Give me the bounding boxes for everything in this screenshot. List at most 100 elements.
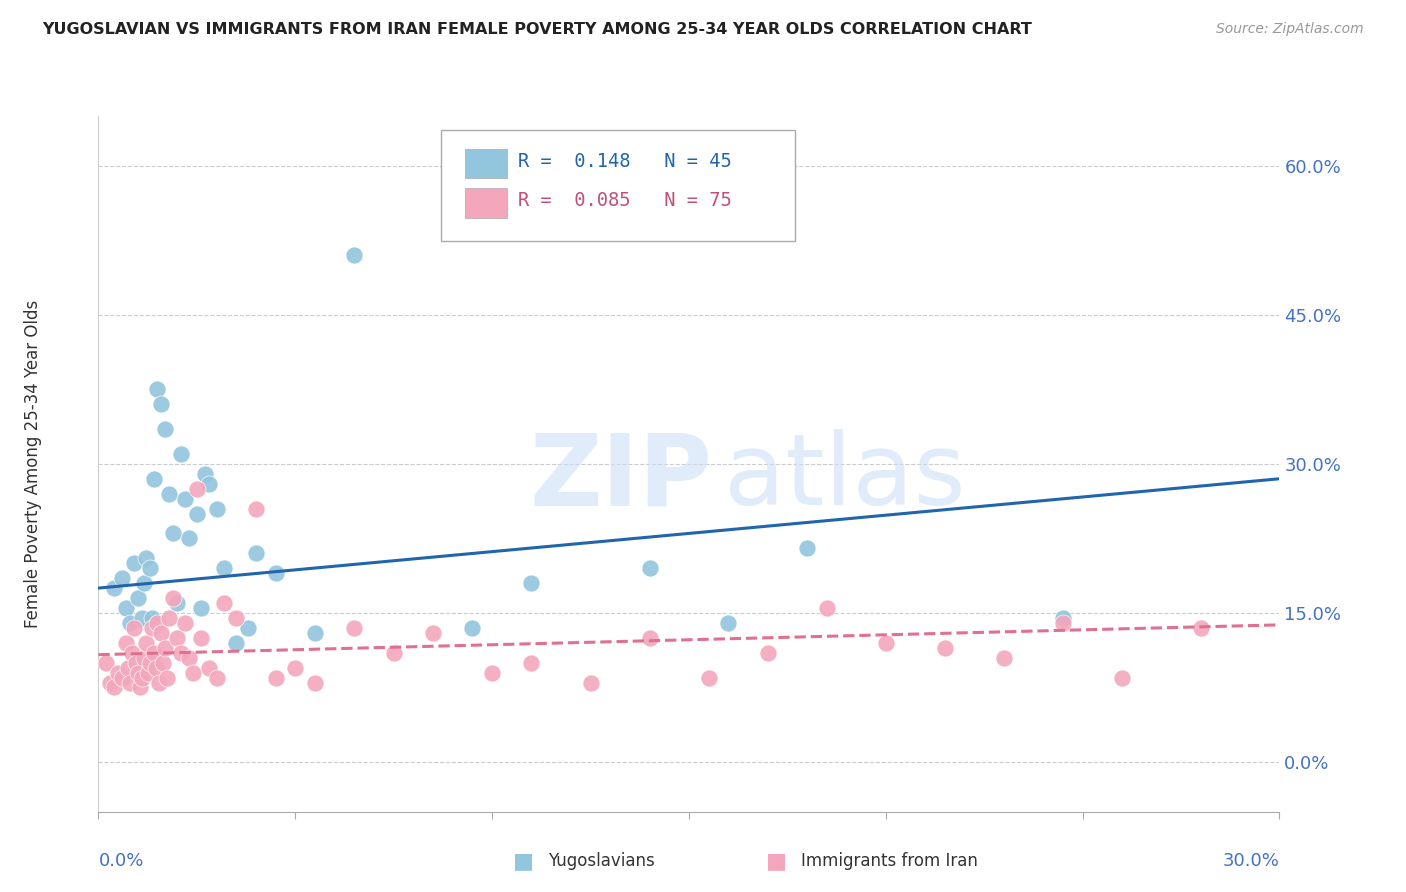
Point	[422, 625, 444, 640]
Point	[138, 561, 160, 575]
Point	[145, 660, 167, 674]
Point	[343, 248, 366, 262]
Point	[166, 596, 188, 610]
Point	[162, 526, 184, 541]
Point	[121, 646, 143, 660]
Point	[127, 665, 149, 680]
Point	[225, 611, 247, 625]
Point	[150, 397, 173, 411]
Point	[214, 561, 236, 575]
Point	[132, 576, 155, 591]
Point	[115, 636, 138, 650]
Point	[131, 671, 153, 685]
Point	[177, 532, 200, 546]
Point	[117, 660, 139, 674]
Text: Yugoslavians: Yugoslavians	[548, 852, 655, 870]
Point	[181, 665, 204, 680]
Point	[146, 615, 169, 630]
Point	[128, 681, 150, 695]
Point	[118, 615, 141, 630]
Point	[150, 625, 173, 640]
Point	[111, 671, 134, 685]
Point	[142, 472, 165, 486]
Point	[148, 675, 170, 690]
Point	[284, 660, 307, 674]
Text: 0.0%: 0.0%	[98, 852, 143, 870]
Point	[875, 636, 897, 650]
Point	[481, 665, 503, 680]
Text: Immigrants from Iran: Immigrants from Iran	[801, 852, 979, 870]
Text: 30.0%: 30.0%	[1223, 852, 1279, 870]
Text: ■: ■	[766, 851, 787, 871]
Point	[264, 566, 287, 581]
Point	[132, 650, 155, 665]
FancyBboxPatch shape	[441, 130, 796, 241]
Point	[194, 467, 217, 481]
Point	[98, 675, 121, 690]
Point	[520, 656, 543, 670]
Point	[304, 675, 326, 690]
Point	[141, 611, 163, 625]
Point	[186, 482, 208, 496]
Point	[1189, 621, 1212, 635]
Point	[225, 636, 247, 650]
Point	[815, 601, 838, 615]
Point	[343, 621, 366, 635]
Point	[156, 671, 179, 685]
Text: atlas: atlas	[724, 429, 966, 526]
Point	[107, 665, 129, 680]
Point	[122, 556, 145, 570]
Point	[103, 681, 125, 695]
Point	[205, 671, 228, 685]
Point	[461, 621, 484, 635]
Point	[127, 591, 149, 605]
Point	[190, 601, 212, 615]
Point	[135, 636, 157, 650]
Point	[214, 596, 236, 610]
Point	[122, 621, 145, 635]
Text: ■: ■	[513, 851, 534, 871]
Point	[245, 546, 267, 560]
Point	[142, 646, 165, 660]
Point	[304, 625, 326, 640]
Point	[131, 611, 153, 625]
Point	[174, 491, 197, 506]
Point	[155, 640, 177, 655]
Point	[157, 486, 180, 500]
Point	[579, 675, 602, 690]
Point	[205, 501, 228, 516]
Point	[1111, 671, 1133, 685]
Point	[1052, 615, 1074, 630]
Text: R =  0.148   N = 45: R = 0.148 N = 45	[517, 152, 731, 170]
Text: Source: ZipAtlas.com: Source: ZipAtlas.com	[1216, 22, 1364, 37]
Point	[638, 631, 661, 645]
Point	[993, 650, 1015, 665]
Point	[520, 576, 543, 591]
Point	[157, 611, 180, 625]
Point	[146, 382, 169, 396]
Point	[197, 660, 219, 674]
Point	[638, 561, 661, 575]
Point	[197, 476, 219, 491]
Point	[170, 646, 193, 660]
Point	[170, 447, 193, 461]
Point	[177, 650, 200, 665]
Point	[796, 541, 818, 556]
Point	[697, 671, 720, 685]
Point	[115, 601, 138, 615]
Point	[186, 507, 208, 521]
Text: ZIP: ZIP	[530, 429, 713, 526]
Point	[934, 640, 956, 655]
Text: Female Poverty Among 25-34 Year Olds: Female Poverty Among 25-34 Year Olds	[24, 300, 42, 628]
Point	[717, 615, 740, 630]
Point	[103, 581, 125, 595]
Point	[125, 656, 148, 670]
Point	[245, 501, 267, 516]
Point	[236, 621, 259, 635]
Point	[382, 646, 405, 660]
Text: R =  0.085   N = 75: R = 0.085 N = 75	[517, 192, 731, 211]
Point	[96, 656, 118, 670]
Point	[264, 671, 287, 685]
Point	[162, 591, 184, 605]
Point	[166, 631, 188, 645]
